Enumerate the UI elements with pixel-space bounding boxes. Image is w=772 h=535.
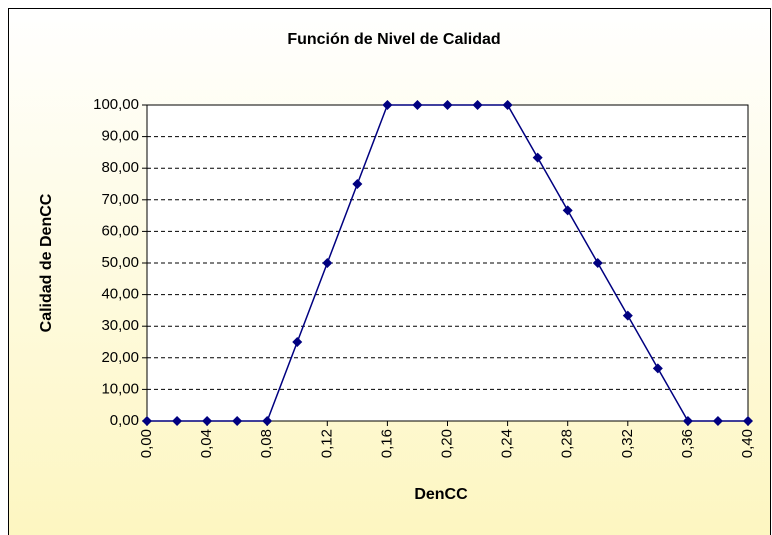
x-tick-label: 0,04 xyxy=(198,429,215,458)
y-tick-label: 0,00 xyxy=(110,412,139,429)
data-point xyxy=(682,416,693,426)
y-tick-label: 80,00 xyxy=(101,159,139,176)
data-point xyxy=(382,100,393,110)
y-tick-label: 60,00 xyxy=(101,222,139,239)
y-tick-label: 70,00 xyxy=(101,191,139,208)
data-point xyxy=(142,416,152,426)
data-point xyxy=(712,416,723,426)
x-tick-label: 0,32 xyxy=(619,429,636,458)
y-axis-label: Calidad de DenCC xyxy=(38,193,55,332)
y-tick-label: 50,00 xyxy=(101,254,139,271)
x-tick-label: 0,40 xyxy=(739,429,756,458)
x-tick-label: 0,12 xyxy=(318,429,335,458)
data-point xyxy=(743,416,753,426)
data-point xyxy=(352,179,363,189)
y-tick-label: 100,00 xyxy=(93,96,139,113)
y-tick-label: 30,00 xyxy=(101,317,139,334)
data-point xyxy=(532,152,543,163)
x-tick-label: 0,28 xyxy=(559,429,576,458)
x-tick-label: 0,36 xyxy=(679,429,696,458)
data-point xyxy=(232,416,243,426)
data-point xyxy=(292,337,303,347)
plot-area xyxy=(147,105,748,421)
data-point xyxy=(472,100,483,110)
data-point xyxy=(412,100,423,110)
y-tick-label: 10,00 xyxy=(101,380,139,397)
y-tick-label: 20,00 xyxy=(101,349,139,366)
chart-title: Función de Nivel de Calidad xyxy=(287,31,500,48)
data-point xyxy=(172,416,183,426)
data-point xyxy=(262,416,273,426)
data-point xyxy=(622,310,633,321)
data-point xyxy=(502,100,513,110)
x-tick-label: 0,08 xyxy=(258,429,275,458)
x-tick-label: 0,00 xyxy=(138,429,155,458)
x-tick-label: 0,24 xyxy=(499,429,516,458)
data-point xyxy=(202,416,213,426)
x-tick-label: 0,16 xyxy=(378,429,395,458)
x-axis-label: DenCC xyxy=(414,486,468,503)
data-point xyxy=(322,258,333,268)
x-tick-label: 0,20 xyxy=(438,429,455,458)
data-point xyxy=(652,363,663,374)
y-tick-label: 90,00 xyxy=(101,128,139,145)
y-tick-label: 40,00 xyxy=(101,286,139,303)
data-point xyxy=(562,205,573,216)
data-point xyxy=(442,100,453,110)
data-point xyxy=(592,258,603,268)
